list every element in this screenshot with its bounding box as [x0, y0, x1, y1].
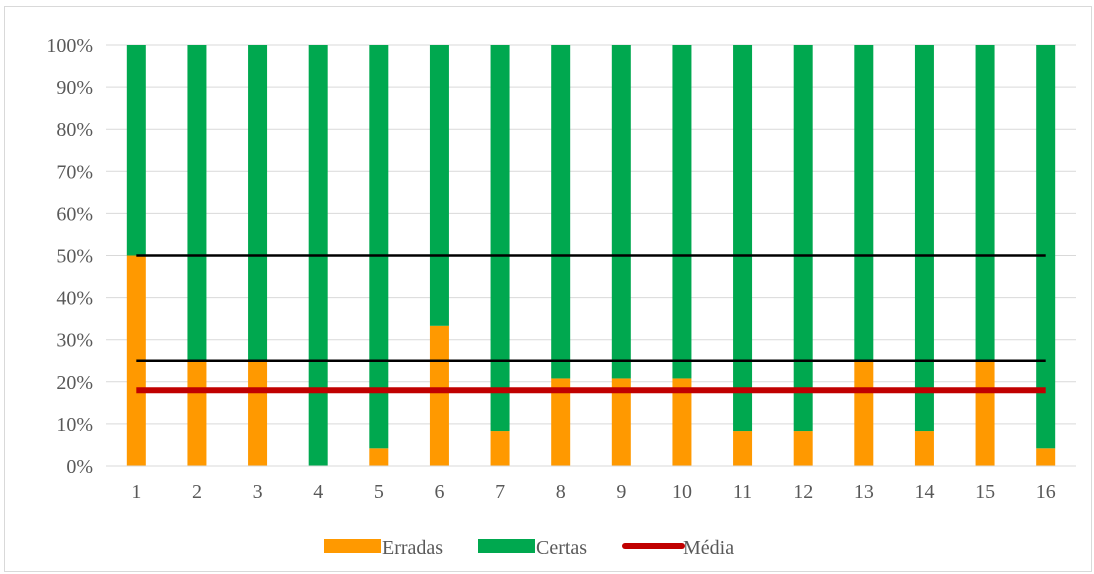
bar-certas-1 [126, 45, 146, 256]
x-tick-label: 10 [672, 481, 692, 503]
x-tick-label: 13 [854, 481, 874, 503]
x-tick-label: 12 [793, 481, 813, 503]
bar-certas-7 [490, 45, 510, 432]
bar-erradas-9 [611, 378, 631, 466]
x-tick-label: 14 [914, 481, 934, 503]
legend-swatch-erradas [324, 539, 381, 553]
legend-swatch-certas [478, 539, 535, 553]
x-tick-label: 5 [374, 481, 384, 503]
bar-erradas-6 [429, 325, 449, 466]
x-tick-label: 15 [975, 481, 995, 503]
y-tick-label: 0% [66, 456, 93, 478]
bar-certas-11 [733, 45, 753, 432]
bar-certas-2 [187, 45, 207, 361]
x-tick-label: 3 [253, 481, 263, 503]
bar-erradas-2 [187, 360, 207, 466]
bar-erradas-8 [551, 378, 571, 466]
legend-label: Erradas [382, 537, 443, 559]
y-tick-label: 40% [56, 288, 93, 310]
bar-certas-3 [248, 45, 268, 361]
bar-certas-13 [854, 45, 874, 361]
bar-certas-12 [793, 45, 813, 432]
chart-frame: 0% 10% 20% 30% 40% 50% 60% 70% 80% 90% 100% 1 2 3 4 5 6 7… [4, 6, 1092, 572]
bar-certas-10 [672, 45, 692, 379]
x-tick-label: 7 [495, 481, 505, 503]
bar-erradas-13 [854, 360, 874, 466]
legend-label: Certas [536, 537, 587, 559]
y-tick-label: 70% [56, 161, 93, 183]
bar-erradas-7 [490, 431, 510, 466]
x-tick-label: 4 [313, 481, 323, 503]
y-tick-label: 50% [56, 246, 93, 268]
y-tick-label: 60% [56, 203, 93, 225]
bar-erradas-15 [975, 360, 995, 466]
bar-erradas-14 [914, 431, 934, 466]
bar-erradas-10 [672, 378, 692, 466]
legend: Erradas Certas Média [324, 537, 734, 559]
x-tick-label: 8 [556, 481, 566, 503]
y-tick-label: 30% [56, 330, 93, 352]
y-tick-label: 10% [56, 414, 93, 436]
bar-certas-14 [914, 45, 934, 432]
bar-certas-6 [429, 45, 449, 326]
x-tick-label: 16 [1036, 481, 1056, 503]
bar-erradas-3 [248, 360, 268, 466]
x-tick-label: 2 [192, 481, 202, 503]
x-tick-label: 1 [131, 481, 141, 503]
y-tick-label: 80% [56, 119, 93, 141]
bar-erradas-5 [369, 448, 389, 466]
x-tick-label: 9 [616, 481, 626, 503]
legend-label: Média [683, 537, 734, 559]
bar-certas-15 [975, 45, 995, 361]
bar-certas-16 [1036, 45, 1056, 449]
bar-certas-9 [611, 45, 631, 379]
y-tick-label: 20% [56, 372, 93, 394]
bar-erradas-16 [1036, 448, 1056, 466]
bar-erradas-12 [793, 431, 813, 466]
stacked-percent-bar-chart: 0%10%20%30%40%50%60%70%80%90%100%1 2 3 4 5 6 7… [46, 35, 1076, 559]
bar-erradas-11 [733, 431, 753, 466]
bar-certas-8 [551, 45, 571, 379]
x-tick-label: 11 [733, 481, 752, 503]
axes: 0%10%20%30%40%50%60%70%80%90%100%1 2 3 4 5 6 7… [46, 35, 1076, 503]
y-tick-label: 100% [46, 35, 93, 57]
x-tick-label: 6 [434, 481, 444, 503]
reference-lines [136, 254, 1046, 394]
y-tick-label: 90% [56, 77, 93, 99]
bar-certas-5 [369, 45, 389, 449]
